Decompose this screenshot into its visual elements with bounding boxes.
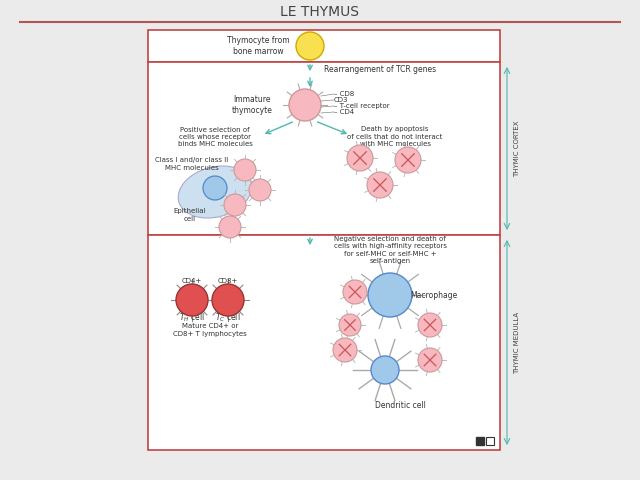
Text: Macrophage: Macrophage [410,290,458,300]
Circle shape [333,338,357,362]
Text: Death by apoptosis
of cells that do not interact
with MHC molecules: Death by apoptosis of cells that do not … [348,127,443,147]
Text: Positive selection of
cells whose receptor
binds MHC molecules: Positive selection of cells whose recept… [177,127,252,147]
Circle shape [395,147,421,173]
Circle shape [368,273,412,317]
Circle shape [203,176,227,200]
Circle shape [224,194,246,216]
Circle shape [219,216,241,238]
Circle shape [234,159,256,181]
Text: Mature CD4+ or
CD8+ T lymphocytes: Mature CD4+ or CD8+ T lymphocytes [173,323,247,337]
Text: Epithelial
cell: Epithelial cell [173,208,206,222]
Text: CD4+: CD4+ [182,278,202,284]
Text: – T-cell receptor: – T-cell receptor [334,103,390,109]
Circle shape [296,32,324,60]
Circle shape [371,356,399,384]
Circle shape [347,145,373,171]
Bar [148,235,500,450]
Bar [486,437,494,445]
Text: Rearrangement of TCR genes: Rearrangement of TCR genes [324,65,436,74]
Text: THYMIC CORTEX: THYMIC CORTEX [514,121,520,177]
Text: – CD8: – CD8 [334,91,355,97]
Text: $T_C$ cell: $T_C$ cell [215,312,241,324]
Ellipse shape [178,166,252,218]
Circle shape [176,284,208,316]
Circle shape [418,313,442,337]
Circle shape [418,348,442,372]
Circle shape [212,284,244,316]
Bar [148,62,500,235]
Text: CD8+: CD8+ [218,278,238,284]
Text: $T_H$ cell: $T_H$ cell [179,312,205,324]
Circle shape [367,172,393,198]
Circle shape [289,89,321,121]
Text: LE THYMUS: LE THYMUS [280,5,360,19]
Text: Negative selection and death of
cells with high-affinity receptors
for self-MHC : Negative selection and death of cells wi… [333,236,447,264]
Text: THYMIC MEDULLA: THYMIC MEDULLA [514,312,520,374]
Text: Dendritic cell: Dendritic cell [374,400,426,409]
Text: Immature
thymocyte: Immature thymocyte [232,95,273,115]
Text: – CD4: – CD4 [334,109,354,115]
Text: CD3: CD3 [334,97,349,103]
Text: Class I and/or class II
MHC molecules: Class I and/or class II MHC molecules [156,157,228,171]
Circle shape [339,314,361,336]
Text: Thymocyte from
bone marrow: Thymocyte from bone marrow [227,36,289,56]
Circle shape [249,179,271,201]
Circle shape [343,280,367,304]
Bar [148,30,500,62]
Bar [476,437,484,445]
